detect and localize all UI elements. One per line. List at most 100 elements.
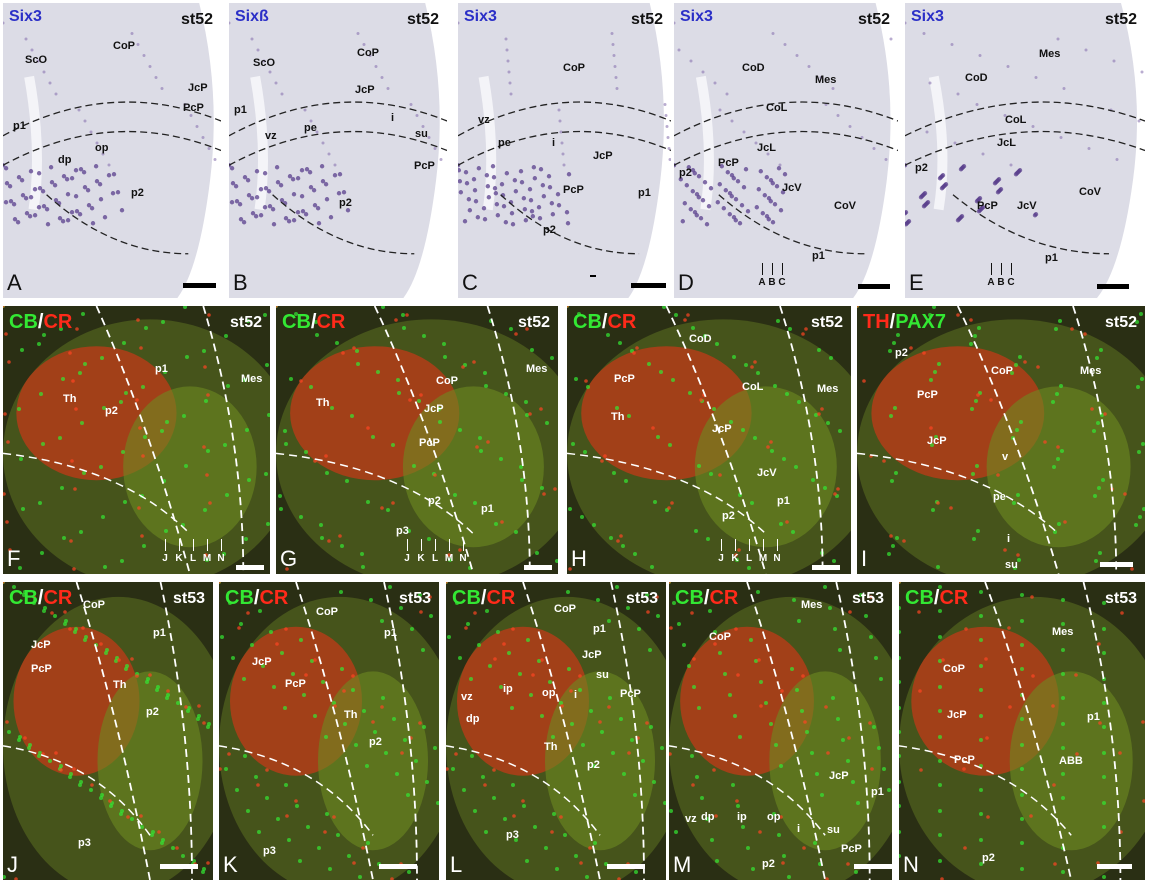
region-label: Th	[611, 411, 625, 423]
scale-bar	[1100, 562, 1133, 567]
scale-bar	[379, 864, 417, 869]
stage-label: st52	[857, 11, 890, 28]
region-label: JcV	[782, 182, 802, 194]
tick-line	[991, 263, 992, 275]
region-label: pe	[498, 137, 511, 149]
marker-part: /	[601, 311, 608, 333]
tick-label: L	[745, 553, 753, 564]
region-label: p1	[1087, 711, 1100, 723]
region-label: JcP	[712, 423, 732, 435]
region-label: vz	[265, 130, 277, 142]
marker-part: CB	[675, 587, 704, 609]
tick: N	[456, 539, 470, 564]
marker-part: PAX7	[895, 311, 946, 333]
panel-A-image	[3, 3, 221, 298]
region-label: p2	[587, 759, 600, 771]
tick-label: K	[731, 553, 739, 564]
tick-label: B	[997, 277, 1005, 288]
panel-J-image	[3, 582, 213, 880]
region-label: CoP	[83, 599, 105, 611]
marker-label: Six3	[680, 9, 713, 25]
tick: C	[1006, 263, 1016, 288]
region-label: p2	[722, 510, 735, 522]
region-label: Th	[344, 709, 358, 721]
region-label: p2	[105, 405, 118, 417]
tick-line	[179, 539, 180, 551]
tick-label: M	[444, 553, 454, 564]
panel-letter: F	[7, 546, 21, 571]
region-label: p2	[915, 162, 928, 174]
tick-line	[193, 539, 194, 551]
marker-part: /	[889, 311, 896, 333]
region-label: pe	[304, 122, 317, 134]
marker-part: Sixß	[235, 8, 269, 25]
panel-letter: K	[223, 852, 238, 877]
region-label: JcP	[424, 403, 444, 415]
region-label: CoP	[357, 47, 379, 59]
panel-G-image	[276, 306, 558, 574]
panel-E-image	[905, 3, 1145, 298]
marker-part: Six3	[911, 8, 944, 25]
region-label: dp	[701, 811, 715, 823]
tick-label: K	[175, 553, 183, 564]
region-label: Mes	[817, 383, 839, 395]
tick: J	[714, 539, 728, 564]
region-label: su	[827, 824, 840, 836]
stage-label: st52	[810, 314, 843, 331]
marker-part: CR	[43, 311, 73, 333]
marker-label: CB/CR	[225, 588, 288, 608]
marker-part: CB	[452, 587, 481, 609]
region-label: ScO	[253, 57, 276, 69]
region-label: p1	[777, 495, 790, 507]
panel-F-image	[3, 306, 270, 574]
region-label: Mes	[241, 373, 263, 385]
tick-label: J	[404, 553, 410, 564]
scale-bar	[236, 565, 264, 570]
region-label: p3	[396, 525, 409, 537]
region-label: CoD	[689, 333, 712, 345]
tick-line	[207, 539, 208, 551]
region-label: p2	[895, 347, 908, 359]
region-label: p1	[384, 627, 397, 639]
panel-d: Six3 st52 Mes CoD CoL JcL p2 PcP JcV CoV p1 D A B C	[674, 3, 898, 298]
region-label: CoD	[742, 62, 765, 74]
marker-label: Six3	[9, 9, 42, 25]
region-label: p3	[263, 845, 276, 857]
tick: J	[400, 539, 414, 564]
tick: K	[172, 539, 186, 564]
panel-c: Six3 st52 CoP vz pe i JcP PcP p1 p2 C	[458, 3, 671, 298]
panel-B-image	[229, 3, 447, 298]
scale-bar	[524, 565, 552, 570]
marker-part: /	[37, 587, 44, 609]
region-label: JcP	[947, 709, 967, 721]
region-label: p1	[812, 250, 825, 262]
scale-bar	[183, 283, 216, 288]
panel-letter: C	[462, 270, 478, 295]
region-label: PcP	[917, 389, 938, 401]
region-label: JcP	[829, 770, 849, 782]
tick: A	[757, 263, 767, 288]
tick-line	[777, 539, 778, 551]
tick: L	[428, 539, 442, 564]
region-label: Mes	[801, 599, 823, 611]
region-label: i	[1007, 533, 1011, 545]
region-label: CoL	[742, 381, 764, 393]
scale-bar	[1097, 864, 1132, 869]
region-label: PcP	[718, 157, 739, 169]
tick-label: K	[417, 553, 425, 564]
region-label: p2	[369, 736, 382, 748]
region-label: dp	[466, 713, 480, 725]
region-label: p2	[146, 706, 159, 718]
region-label: su	[415, 128, 428, 140]
panel-M-image	[669, 582, 892, 880]
marker-part: CR	[709, 587, 739, 609]
region-label: PcP	[31, 663, 52, 675]
region-label: Mes	[1039, 48, 1061, 60]
region-label: CoP	[991, 365, 1013, 377]
stage-label: st52	[1104, 314, 1137, 331]
tick-label: N	[217, 553, 225, 564]
marker-part: CB	[282, 311, 311, 333]
